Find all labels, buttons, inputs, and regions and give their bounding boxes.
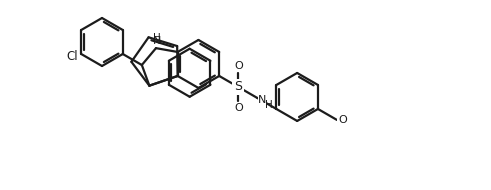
- Text: H: H: [153, 33, 161, 43]
- Text: O: O: [338, 115, 347, 125]
- Text: O: O: [234, 61, 243, 71]
- Text: O: O: [234, 103, 243, 113]
- Text: H: H: [265, 100, 273, 110]
- Text: N: N: [258, 95, 267, 105]
- Text: Cl: Cl: [67, 50, 78, 63]
- Text: S: S: [234, 81, 242, 93]
- Text: N: N: [153, 36, 161, 46]
